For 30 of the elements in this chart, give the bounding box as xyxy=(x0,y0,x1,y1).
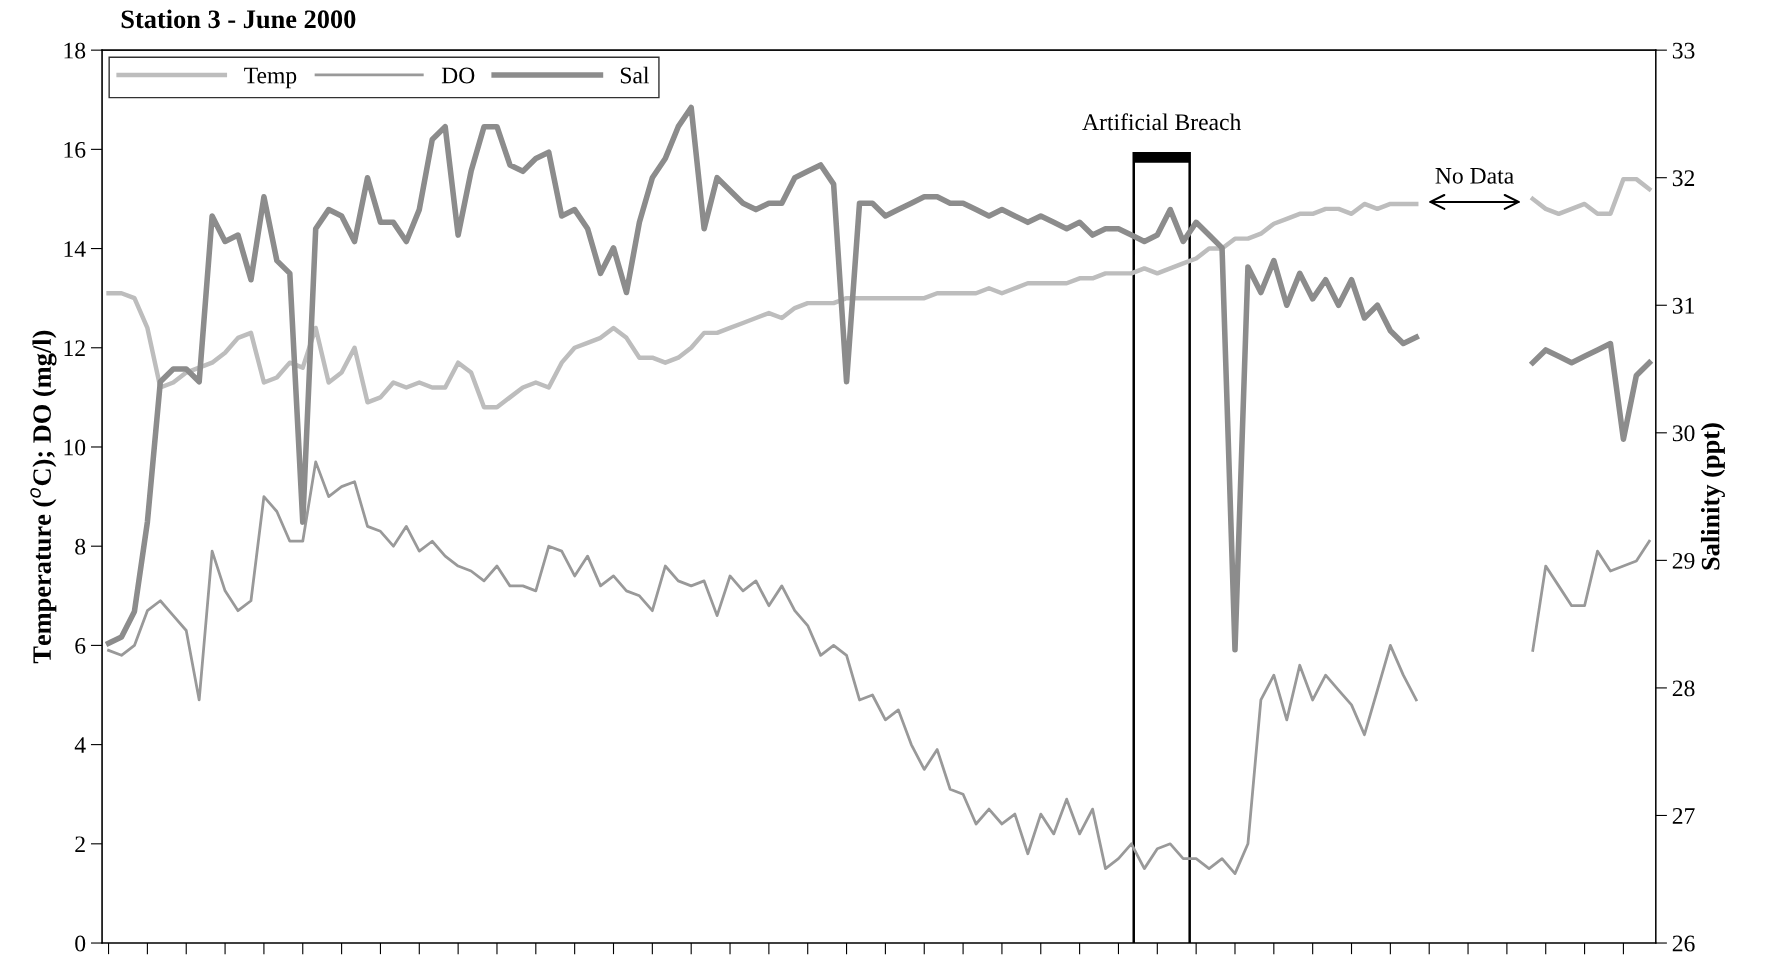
y2-tick-label: 30 xyxy=(1672,425,1695,442)
y2-tick-label: 29 xyxy=(1672,552,1695,569)
y2-axis-title: Salinity (ppt) xyxy=(1700,423,1725,570)
annotation: Artificial Breach xyxy=(1082,113,1242,131)
y-tick-label: 2 xyxy=(75,836,85,853)
y-tick-label: 10 xyxy=(64,439,86,456)
y2-tick-label: 31 xyxy=(1672,297,1694,314)
y-tick-label: 12 xyxy=(64,340,85,356)
y2-tick-label: 26 xyxy=(1672,935,1695,952)
line-series xyxy=(1531,539,1651,652)
y-axis-title: Temperature ($^{o}$C); DO (mg/l) xyxy=(30,330,57,664)
y-tick-label: 16 xyxy=(64,141,86,158)
annotation: No Data xyxy=(1435,168,1514,184)
y2-tick-label: 33 xyxy=(1672,42,1695,59)
line-series xyxy=(106,201,1419,410)
y2-tick-label: 32 xyxy=(1672,170,1695,187)
y-tick-label: 8 xyxy=(75,538,86,555)
line-series xyxy=(107,460,1418,875)
y-tick-label: 4 xyxy=(74,737,86,753)
legend-label: DO xyxy=(441,67,475,84)
y-tick-label: 18 xyxy=(64,42,86,59)
y-tick-label: 0 xyxy=(75,935,86,952)
chart-title: Station 3 - June 2000 xyxy=(121,9,356,29)
legend-label: Temp xyxy=(244,67,297,89)
line-series xyxy=(1530,176,1652,217)
y-tick-label: 6 xyxy=(75,637,86,654)
legend-label: Sal xyxy=(620,66,650,84)
y2-tick-label: 28 xyxy=(1672,680,1695,697)
y2-tick-label: 27 xyxy=(1672,808,1695,824)
y-tick-label: 14 xyxy=(64,241,86,257)
